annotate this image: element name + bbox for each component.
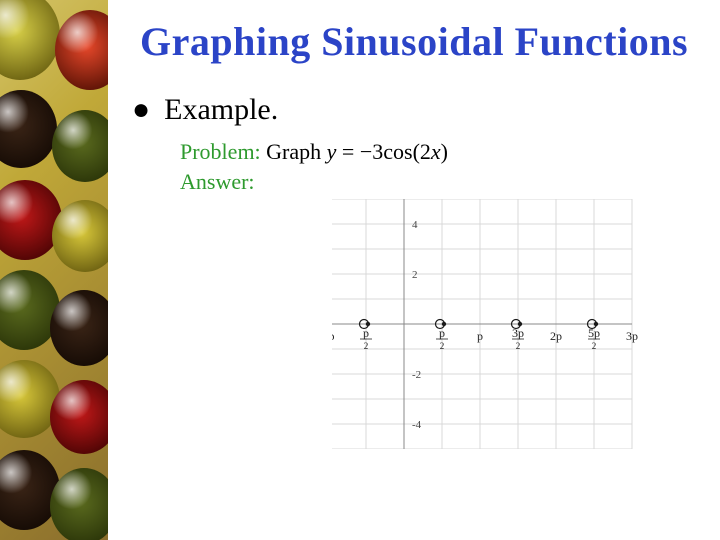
abacus-bead	[0, 0, 60, 80]
svg-text:2: 2	[516, 341, 521, 351]
svg-text:2: 2	[364, 341, 369, 351]
svg-text:2: 2	[592, 341, 597, 351]
svg-text:p: p	[439, 326, 445, 340]
slide-title: Graphing Sinusoidal Functions	[132, 18, 696, 65]
svg-text:- p: - p	[332, 329, 335, 343]
svg-text:5p: 5p	[588, 326, 600, 340]
example-label: Example.	[164, 93, 278, 127]
svg-text:2: 2	[440, 341, 445, 351]
svg-text:p: p	[363, 326, 369, 340]
svg-text:4: 4	[412, 219, 418, 231]
slide-content: Graphing Sinusoidal Functions ● Example.…	[108, 0, 720, 540]
svg-text:2p: 2p	[550, 329, 562, 343]
svg-text:3p: 3p	[512, 326, 524, 340]
abacus-bead	[0, 180, 62, 260]
svg-text:-4: -4	[412, 419, 422, 431]
abacus-bead	[52, 200, 108, 272]
answer-chart: 42-2-4- pp2p2p3p22p5p23p	[332, 199, 696, 449]
graph-svg: 42-2-4- pp2p2p3p22p5p23p	[332, 199, 712, 449]
problem-line: Problem: Graph y = −3cos(2x)	[180, 139, 696, 165]
problem-equation: Graph y = −3cos(2x)	[266, 139, 448, 164]
abacus-bead	[0, 90, 57, 168]
abacus-bead	[50, 468, 108, 540]
problem-label: Problem:	[180, 139, 261, 164]
abacus-bead	[55, 10, 108, 90]
svg-text:-2: -2	[412, 369, 421, 381]
example-row: ● Example.	[132, 93, 696, 127]
decorative-sidebar	[0, 0, 108, 540]
abacus-bead	[52, 110, 108, 182]
abacus-bead	[50, 290, 108, 366]
svg-text:p: p	[477, 329, 483, 343]
abacus-bead	[50, 380, 108, 454]
svg-text:2: 2	[412, 269, 418, 281]
svg-text:3p: 3p	[626, 329, 638, 343]
answer-label: Answer:	[180, 169, 696, 195]
bullet-icon: ●	[132, 95, 150, 125]
